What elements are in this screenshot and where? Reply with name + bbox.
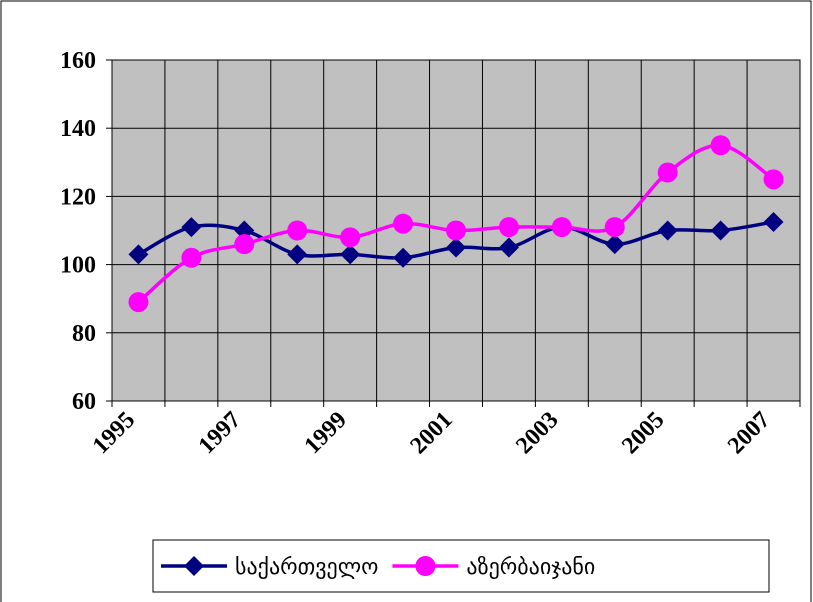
- data-point: [181, 217, 202, 238]
- data-point: [340, 227, 361, 248]
- data-point: [710, 220, 731, 241]
- data-point: [604, 234, 625, 255]
- plot-border: [111, 59, 801, 402]
- data-point: [393, 247, 414, 268]
- data-point: [657, 162, 678, 183]
- data-point: [710, 135, 731, 156]
- legend-label: საქართველო: [235, 555, 378, 580]
- data-point: [181, 247, 202, 268]
- data-point: [763, 211, 784, 232]
- data-point: [657, 220, 678, 241]
- y-tick-label: 80: [72, 321, 96, 347]
- legend-marker: [415, 556, 436, 576]
- y-tick-label: 100: [60, 253, 96, 279]
- data-point: [128, 244, 149, 265]
- data-point: [446, 237, 466, 258]
- legend-label: აზერბაიჯანი: [466, 555, 595, 580]
- data-point: [340, 244, 361, 265]
- data-point: [446, 220, 466, 241]
- legend-marker: [184, 556, 204, 576]
- y-tick-label: 120: [60, 184, 96, 210]
- data-point: [128, 292, 149, 313]
- data-point: [393, 213, 414, 234]
- data-point: [763, 169, 784, 190]
- data-point: [604, 217, 625, 238]
- data-point: [234, 234, 255, 255]
- data-point: [498, 237, 519, 258]
- data-point: [287, 220, 308, 241]
- legend-box: [152, 539, 770, 593]
- data-point: [498, 217, 519, 238]
- data-point: [287, 244, 308, 265]
- y-tick-label: 160: [60, 48, 96, 74]
- y-tick-label: 60: [72, 389, 96, 415]
- data-point: [551, 217, 572, 238]
- y-tick-label: 140: [60, 116, 96, 142]
